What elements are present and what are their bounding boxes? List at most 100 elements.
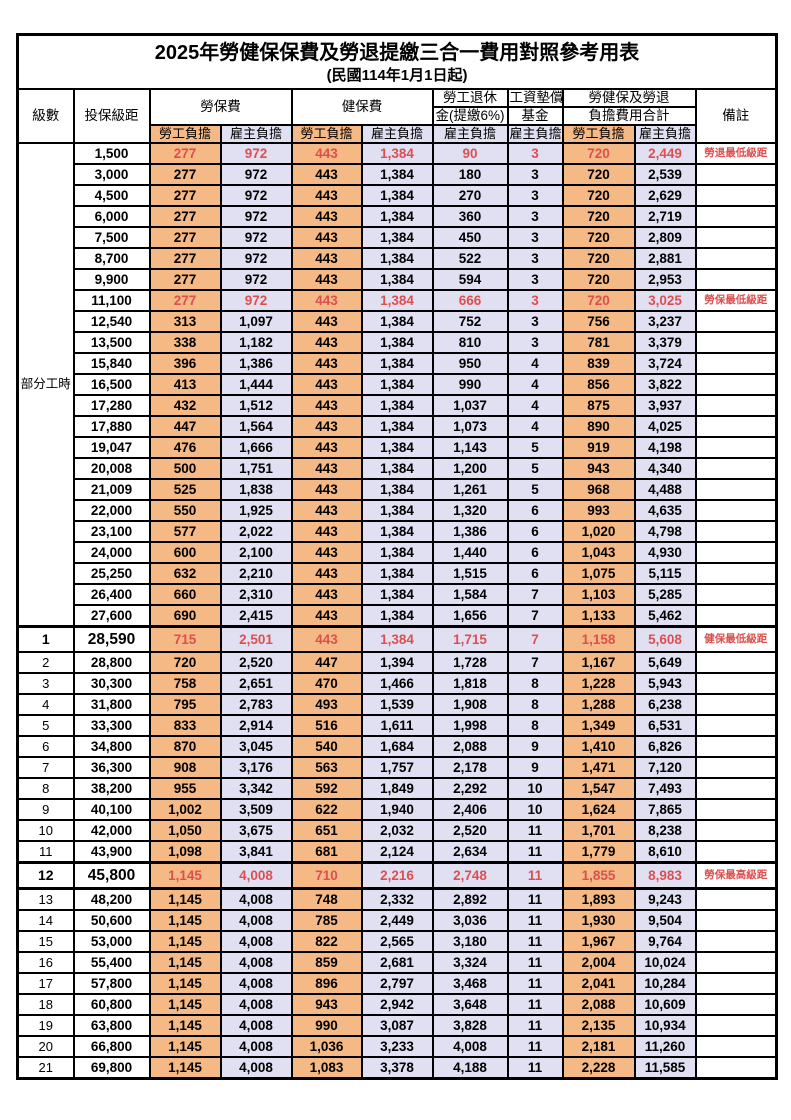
table-row: 16 55,400 1,145 4,008 859 2,681 3,324 11 2,004 10… — [16, 951, 778, 974]
cell-total-employee: 720 — [561, 163, 636, 186]
cell-total-employee: 720 — [561, 289, 636, 312]
cell-wage-fund-employer: 3 — [506, 205, 564, 228]
cell-labor-employee: 1,145 — [148, 972, 222, 995]
cell-labor-employer: 2,520 — [219, 651, 293, 674]
cell-labor-employee: 1,145 — [148, 993, 222, 1016]
cell-total-employer: 10,284 — [633, 972, 697, 995]
cell-total-employer: 9,243 — [633, 887, 697, 911]
cell-total-employer: 9,504 — [633, 909, 697, 932]
cell-labor-employee: 277 — [148, 226, 222, 249]
cell-health-employer: 1,384 — [360, 373, 434, 396]
cell-total-employer: 5,943 — [633, 672, 697, 695]
subheader-health-employee: 勞工負擔 — [290, 124, 363, 144]
col-header-total-line1: 勞健保及勞退 — [561, 88, 697, 108]
table-row: 26,400 660 2,310 443 1,384 1,584 7 1,103 5,285 — [18, 583, 778, 606]
cell-bracket: 31,800 — [72, 693, 151, 716]
cell-health-employer: 2,449 — [360, 909, 434, 932]
cell-total-employer: 6,531 — [633, 714, 697, 737]
cell-pension-employer: 2,292 — [431, 777, 509, 800]
cell-bracket: 40,100 — [72, 798, 151, 821]
cell-wage-fund-employer: 3 — [506, 310, 564, 333]
cell-health-employer: 1,384 — [360, 163, 434, 186]
cell-total-employer: 11,585 — [633, 1056, 697, 1080]
cell-pension-employer: 1,818 — [431, 672, 509, 695]
cell-bracket: 6,000 — [72, 205, 151, 228]
cell-pension-employer: 2,634 — [431, 840, 509, 864]
cell-total-employer: 4,025 — [633, 415, 697, 438]
cell-pension-employer: 522 — [431, 247, 509, 270]
cell-pension-employer: 3,036 — [431, 909, 509, 932]
cell-total-employee: 720 — [561, 268, 636, 291]
cell-wage-fund-employer: 3 — [506, 268, 564, 291]
cell-total-employee: 875 — [561, 394, 636, 417]
cell-wage-fund-employer: 7 — [506, 651, 564, 674]
cell-level: 10 — [16, 819, 75, 842]
cell-wage-fund-employer: 8 — [506, 693, 564, 716]
cell-total-employer: 3,724 — [633, 352, 697, 375]
cell-total-employer: 4,930 — [633, 541, 697, 564]
cell-total-employee: 720 — [561, 142, 636, 165]
cell-total-employee: 2,181 — [561, 1035, 636, 1058]
cell-level: 9 — [16, 798, 75, 821]
table-row: 3,000 277 972 443 1,384 180 3 720 2,539 — [18, 163, 778, 186]
cell-total-employer: 3,237 — [633, 310, 697, 333]
cell-labor-employer: 1,751 — [219, 457, 293, 480]
cell-level: 6 — [16, 735, 75, 758]
cell-wage-fund-employer: 11 — [506, 972, 564, 995]
table-row: 25,250 632 2,210 443 1,384 1,515 6 1,075 5,115 — [18, 562, 778, 585]
subheader-total-employer: 雇主負擔 — [633, 124, 697, 144]
cell-total-employer: 10,934 — [633, 1014, 697, 1037]
cell-bracket: 55,400 — [72, 951, 151, 974]
subheader-labor-employer: 雇主負擔 — [219, 124, 293, 144]
cell-health-employer: 1,384 — [360, 289, 434, 312]
cell-labor-employee: 1,050 — [148, 819, 222, 842]
cell-wage-fund-employer: 3 — [506, 289, 564, 312]
cell-bracket: 33,300 — [72, 714, 151, 737]
cell-wage-fund-employer: 5 — [506, 436, 564, 459]
cell-labor-employer: 4,008 — [219, 993, 293, 1016]
cell-labor-employer: 2,310 — [219, 583, 293, 606]
cell-wage-fund-employer: 11 — [506, 861, 564, 890]
cell-total-employee: 1,349 — [561, 714, 636, 737]
table-title-block: 2025年勞健保保費及勞退提繳三合一費用對照參考用表 (民國114年1月1日起) — [16, 33, 778, 90]
cell-bracket: 17,880 — [72, 415, 151, 438]
cell-health-employer: 2,797 — [360, 972, 434, 995]
cell-wage-fund-employer: 6 — [506, 562, 564, 585]
cell-labor-employer: 1,838 — [219, 478, 293, 501]
col-header-labor-insurance: 勞保費 — [148, 88, 293, 126]
cell-bracket: 12,540 — [72, 310, 151, 333]
cell-health-employer: 1,539 — [360, 693, 434, 716]
cell-wage-fund-employer: 7 — [506, 625, 564, 653]
cell-total-employer: 2,953 — [633, 268, 697, 291]
cell-wage-fund-employer: 11 — [506, 1014, 564, 1037]
cell-total-employee: 1,930 — [561, 909, 636, 932]
cell-health-employee: 443 — [290, 373, 363, 396]
table-body: 部分工時 1,500 277 972 443 1,384 90 3 720 2,449 勞退最低級距… — [16, 142, 778, 1080]
cell-pension-employer: 1,584 — [431, 583, 509, 606]
cell-health-employee: 1,036 — [290, 1035, 363, 1058]
cell-pension-employer: 2,178 — [431, 756, 509, 779]
cell-bracket: 57,800 — [72, 972, 151, 995]
cell-health-employee: 443 — [290, 583, 363, 606]
col-header-wage-fund-line2: 基金 — [506, 106, 564, 126]
cell-labor-employer: 4,008 — [219, 887, 293, 911]
cell-labor-employee: 277 — [148, 289, 222, 312]
cell-labor-employer: 4,008 — [219, 1035, 293, 1058]
cell-pension-employer: 2,748 — [431, 861, 509, 890]
cell-bracket: 23,100 — [72, 520, 151, 543]
cell-labor-employer: 4,008 — [219, 972, 293, 995]
table-row: 1 28,590 715 2,501 443 1,384 1,715 7 1,158 5,608 健… — [16, 625, 778, 653]
cell-wage-fund-employer: 3 — [506, 226, 564, 249]
cell-total-employer: 6,238 — [633, 693, 697, 716]
cell-remark — [694, 887, 778, 911]
cell-labor-employee: 1,145 — [148, 930, 222, 953]
cell-labor-employer: 972 — [219, 226, 293, 249]
cell-health-employee: 443 — [290, 142, 363, 165]
table-row: 24,000 600 2,100 443 1,384 1,440 6 1,043 4,930 — [18, 541, 778, 564]
cell-total-employee: 968 — [561, 478, 636, 501]
cell-pension-employer: 1,715 — [431, 625, 509, 653]
cell-bracket: 21,009 — [72, 478, 151, 501]
cell-labor-employee: 577 — [148, 520, 222, 543]
cell-remark — [694, 562, 778, 585]
cell-health-employer: 2,565 — [360, 930, 434, 953]
